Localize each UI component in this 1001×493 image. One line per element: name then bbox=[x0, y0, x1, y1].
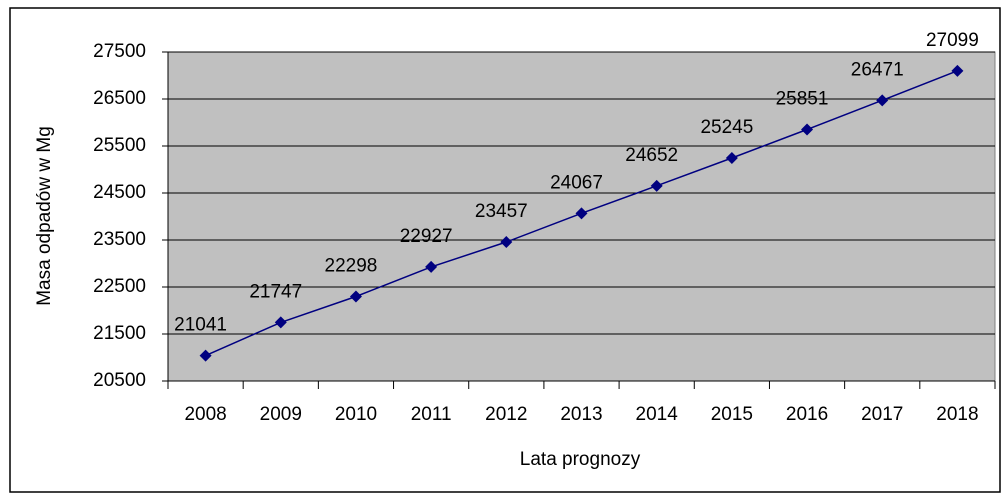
y-tick-label: 23500 bbox=[93, 229, 146, 250]
data-label: 25245 bbox=[700, 117, 753, 138]
data-marker bbox=[575, 207, 588, 220]
x-tick-label: 2014 bbox=[636, 404, 679, 425]
y-tick-label: 27500 bbox=[93, 41, 146, 62]
x-tick-label: 2015 bbox=[711, 404, 753, 425]
x-tick-label: 2008 bbox=[184, 404, 226, 425]
x-tick-label: 2017 bbox=[861, 404, 903, 425]
data-marker bbox=[425, 260, 438, 273]
data-label: 26471 bbox=[851, 59, 904, 80]
y-tick-label: 25500 bbox=[93, 135, 146, 156]
x-tick-label: 2011 bbox=[411, 404, 452, 425]
data-label: 27099 bbox=[926, 30, 979, 51]
data-marker bbox=[199, 349, 212, 362]
data-marker bbox=[349, 290, 362, 303]
data-marker bbox=[951, 64, 964, 77]
data-label: 25851 bbox=[776, 89, 829, 110]
data-label: 23457 bbox=[475, 201, 528, 222]
data-marker bbox=[801, 123, 814, 136]
data-label: 21747 bbox=[249, 281, 302, 302]
data-label: 22298 bbox=[325, 256, 378, 277]
data-marker bbox=[274, 316, 287, 329]
x-axis-label: Lata prognozy bbox=[520, 449, 641, 470]
x-tick-label: 2010 bbox=[335, 404, 377, 425]
x-tick-label: 2016 bbox=[786, 404, 828, 425]
data-label: 24652 bbox=[625, 145, 678, 166]
y-axis-label: Masa odpadów w Mg bbox=[34, 126, 55, 306]
data-label: 21041 bbox=[174, 315, 227, 336]
data-label: 22927 bbox=[400, 226, 453, 247]
data-marker bbox=[876, 94, 889, 107]
y-tick-label: 22500 bbox=[93, 276, 146, 297]
data-marker bbox=[500, 236, 513, 249]
data-marker bbox=[650, 179, 663, 192]
y-tick-label: 20500 bbox=[93, 370, 146, 391]
x-tick-label: 2012 bbox=[485, 404, 527, 425]
data-label: 24067 bbox=[550, 172, 603, 193]
y-tick-label: 26500 bbox=[93, 88, 146, 109]
x-tick-label: 2009 bbox=[260, 404, 302, 425]
y-tick-label: 21500 bbox=[93, 323, 146, 344]
data-marker bbox=[725, 151, 738, 164]
x-tick-label: 2018 bbox=[936, 404, 978, 425]
x-tick-label: 2013 bbox=[560, 404, 602, 425]
y-tick-label: 24500 bbox=[93, 182, 146, 203]
